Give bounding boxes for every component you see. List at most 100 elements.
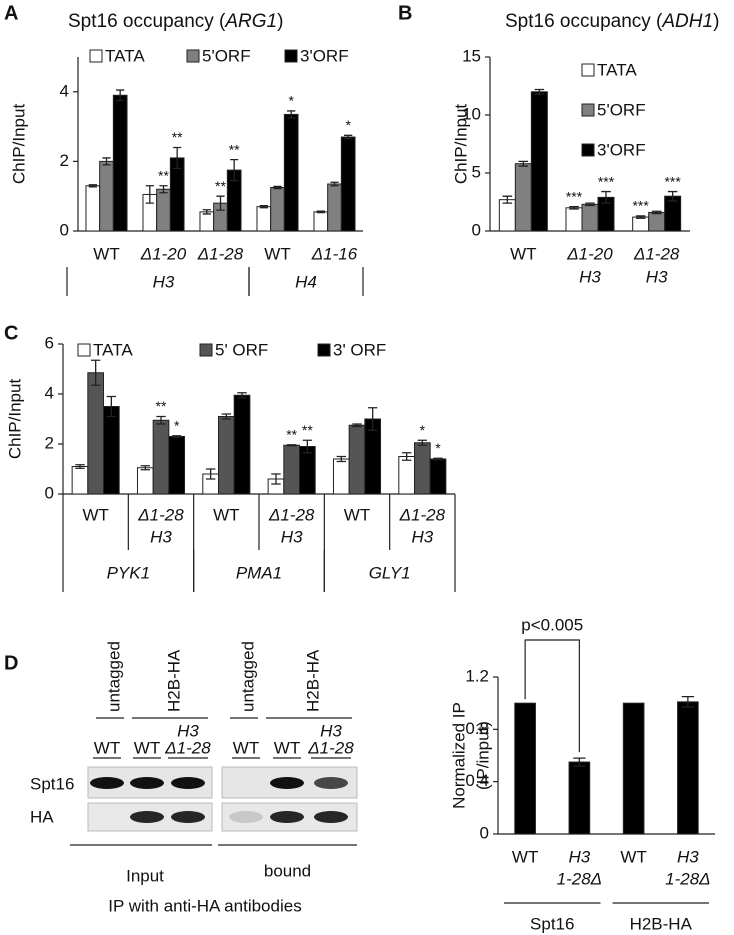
y-tick-label: 1.2: [465, 666, 489, 685]
bar: [413, 442, 431, 495]
significance: ***: [566, 188, 583, 204]
legend-swatch: [581, 63, 595, 77]
y-axis-label: ChIP/Input: [9, 104, 28, 185]
y-axis-label: ChIP/Input: [451, 104, 470, 185]
group-label: PMA1: [236, 563, 282, 582]
significance: ***: [598, 173, 615, 189]
lane-group-label: H2B-HA: [303, 649, 322, 712]
error-bar: [417, 439, 428, 446]
blot-row-label: HA: [30, 807, 54, 826]
y-tick-label: 0.8: [465, 719, 489, 738]
error-bar: [216, 195, 225, 211]
bar: [568, 761, 591, 835]
error-bar: [316, 210, 325, 214]
significance: ***: [632, 198, 649, 214]
bar: [270, 187, 285, 232]
blot-row-label: Spt16: [30, 774, 74, 793]
x-tick-label: WT: [213, 505, 239, 524]
error-bar: [651, 210, 662, 215]
legend-label: 3' ORF: [333, 340, 386, 359]
significance: **: [302, 422, 313, 438]
legend-label: 5'ORF: [597, 100, 646, 119]
legend-label: TATA: [105, 46, 145, 65]
error-bar: [336, 455, 347, 463]
bar: [581, 203, 599, 232]
error-bar: [273, 185, 282, 190]
group-label: H2B-HA: [630, 914, 693, 933]
significance-bracket: [524, 639, 580, 753]
legend-swatch: [581, 143, 595, 157]
error-bar: [573, 757, 586, 767]
legend-label: TATA: [93, 340, 133, 359]
error-bar: [352, 423, 362, 428]
legend-label: TATA: [597, 60, 637, 79]
error-bar: [202, 209, 211, 215]
lane-label: WT: [233, 738, 259, 757]
y-tick-label: 4: [60, 81, 69, 100]
bar: [283, 444, 301, 495]
x-tick-label-line2: H3: [646, 267, 668, 286]
significance: *: [288, 93, 294, 109]
bar: [168, 436, 186, 495]
legend-label: 5' ORF: [215, 340, 268, 359]
significance: **: [158, 167, 169, 183]
y-tick-label: 2: [45, 433, 54, 452]
error-bar: [601, 190, 611, 204]
legend-swatch: [77, 343, 91, 357]
lane-label: H3: [320, 721, 342, 740]
bar: [152, 419, 170, 495]
y-axis-label: (IP/input): [473, 721, 492, 790]
legend-swatch: [284, 49, 298, 63]
error-bar: [230, 159, 239, 182]
significance: **: [172, 129, 183, 145]
lane-label-line2: Δ1-28: [307, 738, 354, 757]
x-tick-label: WT: [344, 505, 370, 524]
x-tick-label: Δ1-20: [566, 244, 613, 263]
chart-title: Spt16 occupancy (ADH1): [505, 11, 719, 32]
error-bar: [237, 392, 247, 399]
lane-group-label: H2B-HA: [164, 649, 183, 712]
legend-label: 3'ORF: [300, 46, 349, 65]
y-tick-label: 0: [480, 823, 489, 842]
title-part: Spt16 occupancy (: [68, 11, 226, 32]
error-bar: [585, 202, 595, 207]
significance: ***: [664, 173, 681, 189]
bar: [99, 160, 114, 232]
bar: [498, 199, 516, 232]
x-tick-label: Δ1-28: [399, 505, 446, 524]
x-tick-label: H3: [569, 847, 591, 866]
error-bar: [271, 473, 281, 485]
bar: [71, 466, 89, 495]
error-bar: [106, 395, 117, 418]
y-tick-label: 10: [462, 104, 481, 123]
significance: *: [174, 417, 180, 433]
bar: [199, 211, 215, 232]
lane-label: H3: [177, 721, 199, 740]
error-bar: [681, 695, 695, 708]
error-bar: [116, 89, 125, 102]
bar: [313, 211, 329, 232]
significance: **: [286, 426, 297, 442]
bar: [398, 456, 415, 495]
lane-group-label: untagged: [238, 641, 257, 712]
panel-letter: A: [4, 2, 18, 24]
error-bar: [88, 184, 97, 188]
x-tick-label: WT: [264, 244, 290, 263]
significance: *: [420, 422, 426, 438]
x-tick-label: Δ1-28: [268, 505, 315, 524]
y-tick-label: 2: [60, 151, 69, 170]
group-label: H4: [295, 272, 317, 291]
bar: [327, 183, 342, 232]
y-tick-label: 0: [45, 483, 54, 502]
group-label: PYK1: [107, 563, 150, 582]
significance: **: [229, 141, 240, 157]
bar: [299, 446, 316, 495]
error-bar: [302, 439, 313, 454]
bar: [514, 163, 532, 232]
group-label: Spt16: [530, 914, 574, 933]
bar: [233, 394, 251, 495]
x-tick-label-line2: H3: [281, 527, 303, 546]
bar: [632, 216, 650, 232]
bar: [112, 94, 128, 232]
lane-label: WT: [274, 738, 300, 757]
